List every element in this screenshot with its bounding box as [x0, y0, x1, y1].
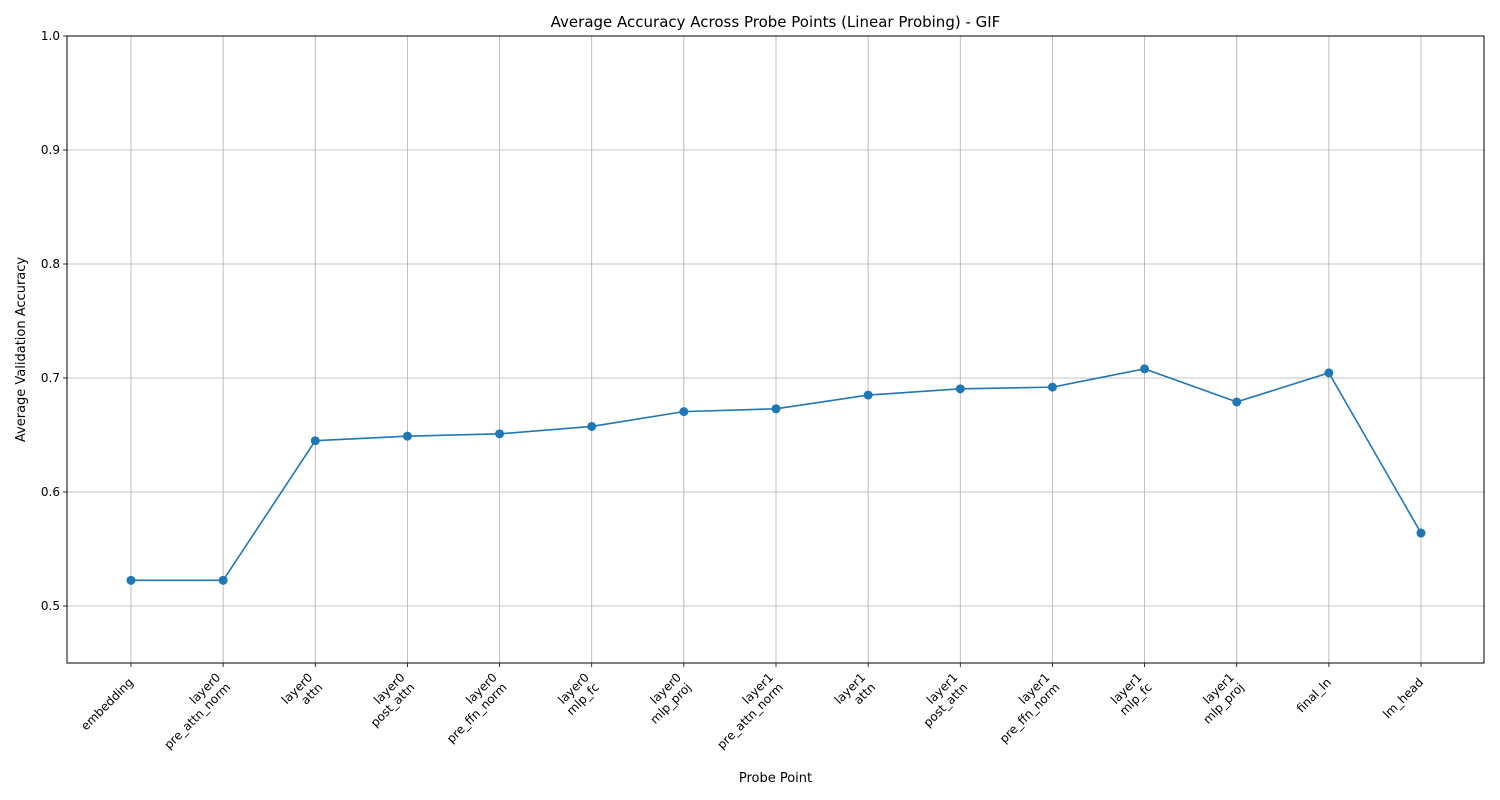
y-axis-ticks: 0.5 0.6 0.7 0.8 0.9 1.0: [41, 29, 67, 613]
y-tick-label: 0.5: [41, 599, 60, 613]
y-tick-label: 1.0: [41, 29, 60, 43]
data-point: [679, 407, 689, 417]
data-point: [495, 429, 505, 439]
data-point: [402, 431, 412, 441]
y-tick-label: 0.7: [41, 371, 60, 385]
data-point: [1047, 382, 1057, 392]
data-point: [1416, 528, 1426, 538]
data-point: [1140, 364, 1150, 374]
x-axis-label: Probe Point: [739, 771, 812, 786]
series: [126, 364, 1426, 585]
chart-title: Average Accuracy Across Probe Points (Li…: [551, 13, 1001, 31]
data-point: [1324, 368, 1334, 378]
y-axis-label: Average Validation Accuracy: [14, 257, 29, 442]
data-point: [126, 575, 136, 585]
plot-frame: [66, 35, 1485, 664]
y-tick-label: 0.6: [41, 485, 60, 499]
y-tick-label: 0.9: [41, 143, 60, 157]
y-tick-label: 0.8: [41, 257, 60, 271]
data-point: [310, 436, 320, 446]
data-point: [218, 575, 228, 585]
data-point: [863, 390, 873, 400]
data-point: [1232, 397, 1242, 407]
data-point: [955, 384, 965, 394]
data-point: [587, 421, 597, 431]
data-point: [771, 404, 781, 414]
